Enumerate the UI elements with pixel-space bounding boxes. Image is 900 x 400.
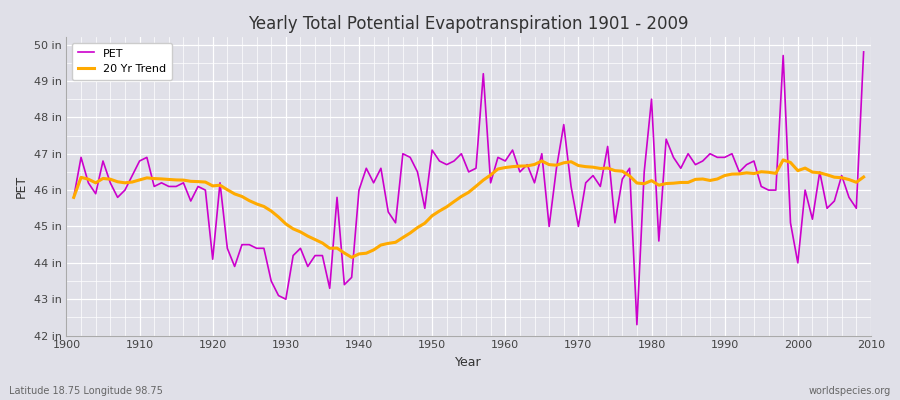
Line: 20 Yr Trend: 20 Yr Trend [74, 160, 864, 257]
PET [492, 155, 503, 160]
20 Yr Trend [127, 180, 138, 184]
20 Yr Trend [331, 246, 342, 250]
PET [288, 253, 299, 258]
Text: Latitude 18.75 Longitude 98.75: Latitude 18.75 Longitude 98.75 [9, 386, 163, 396]
X-axis label: Year: Year [455, 356, 482, 369]
Legend: PET, 20 Yr Trend: PET, 20 Yr Trend [72, 43, 172, 80]
PET [632, 322, 643, 327]
20 Yr Trend [859, 175, 869, 180]
Line: PET: PET [74, 52, 864, 325]
PET [68, 195, 79, 200]
Title: Yearly Total Potential Evapotranspiration 1901 - 2009: Yearly Total Potential Evapotranspiratio… [248, 15, 688, 33]
PET [500, 158, 510, 163]
PET [588, 173, 598, 178]
20 Yr Trend [595, 166, 606, 171]
20 Yr Trend [508, 164, 518, 169]
Text: worldspecies.org: worldspecies.org [809, 386, 891, 396]
20 Yr Trend [346, 255, 357, 260]
PET [859, 50, 869, 54]
Y-axis label: PET: PET [15, 175, 28, 198]
PET [127, 173, 138, 178]
20 Yr Trend [778, 158, 788, 162]
20 Yr Trend [68, 195, 79, 200]
20 Yr Trend [500, 165, 510, 170]
PET [331, 195, 342, 200]
20 Yr Trend [288, 226, 299, 231]
